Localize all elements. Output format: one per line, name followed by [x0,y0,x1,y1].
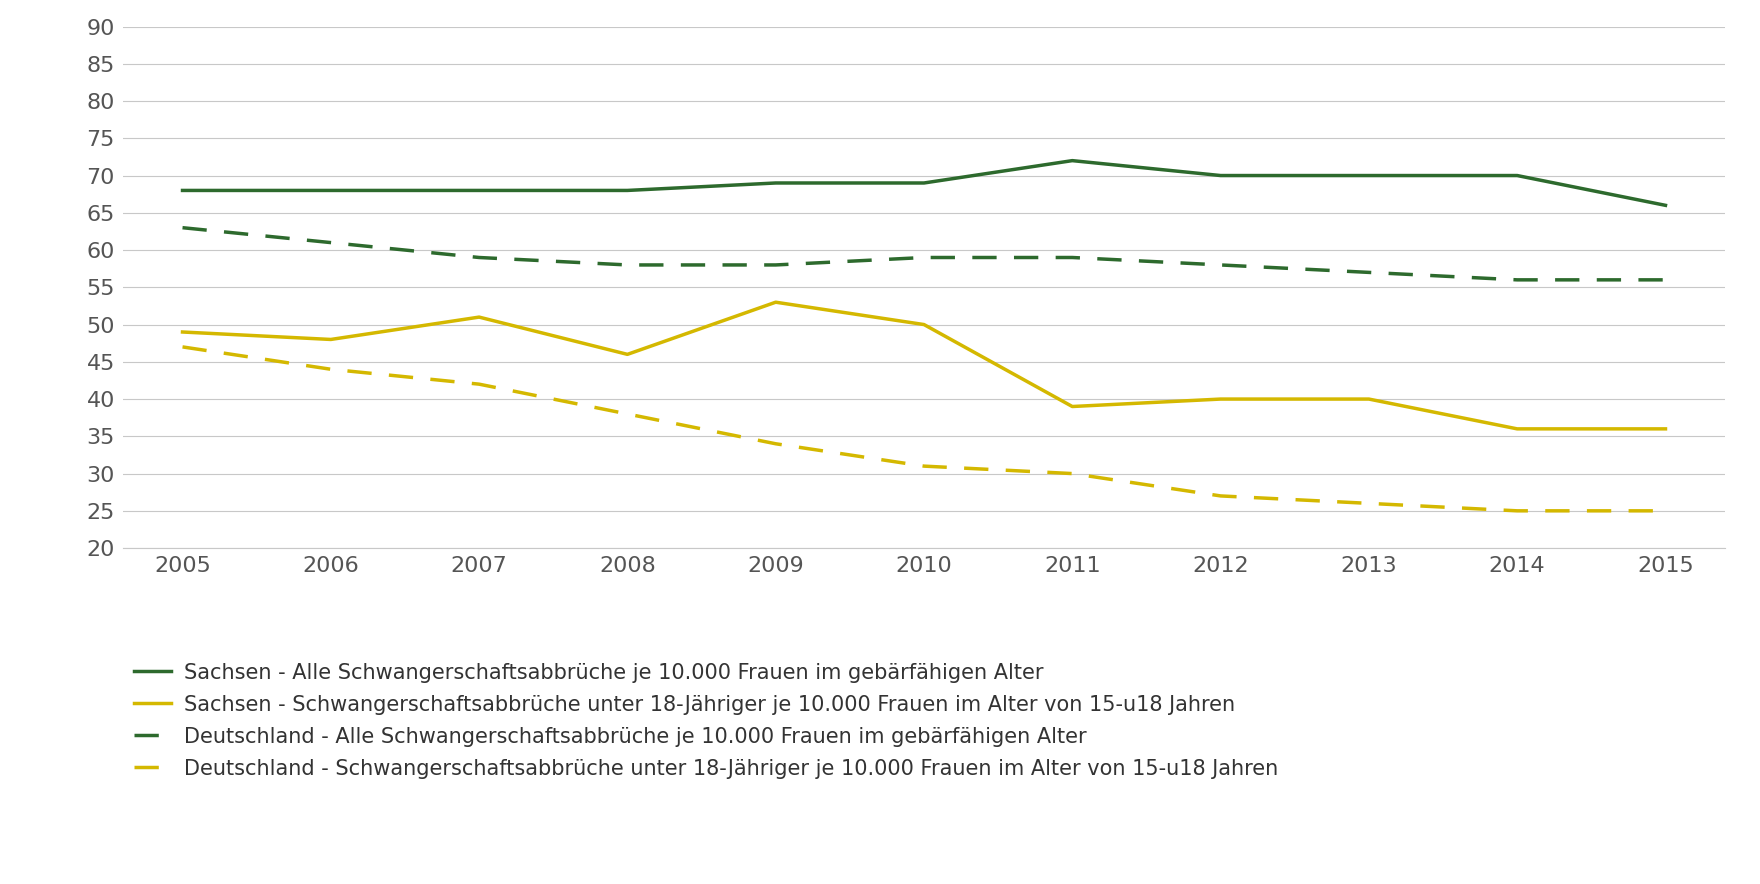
Legend: Sachsen - Alle Schwangerschaftsabbrüche je 10.000 Frauen im gebärfähigen Alter, : Sachsen - Alle Schwangerschaftsabbrüche … [134,663,1278,779]
